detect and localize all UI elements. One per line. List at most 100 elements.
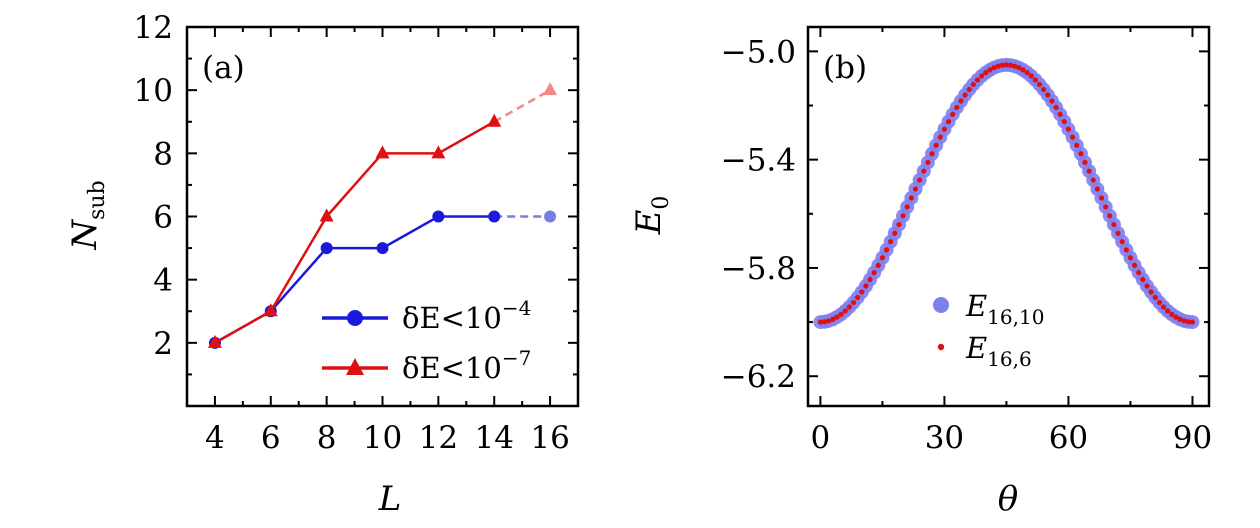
b-point-e16-6 xyxy=(1086,168,1092,174)
legend-red-marker xyxy=(346,358,364,375)
a-data-point xyxy=(488,210,501,223)
legend-e16-10-label: E16,10 xyxy=(965,289,1044,329)
a-data-point xyxy=(263,303,278,317)
b-point-e16-6 xyxy=(830,316,836,322)
b-point-e16-6 xyxy=(863,283,869,289)
b-point-e16-6 xyxy=(983,70,989,76)
legend-blue-label: δE<10−4 xyxy=(402,296,531,335)
b-ytick-label: −6.2 xyxy=(721,359,796,395)
b-ytick-label: −5.8 xyxy=(721,251,796,287)
legend-red-label: δE<10−7 xyxy=(402,346,531,385)
legend-entry-e16-10: E16,10 xyxy=(933,289,1044,329)
a-extrapolated-point xyxy=(544,210,557,223)
b-point-e16-6 xyxy=(888,239,894,245)
panel-b-frame xyxy=(806,25,1211,408)
b-point-e16-6 xyxy=(1094,186,1100,192)
b-point-e16-6 xyxy=(859,289,865,295)
a-xtick-label: 4 xyxy=(205,420,225,456)
b-point-e16-6 xyxy=(875,262,881,268)
b-point-e16-6 xyxy=(1185,319,1191,325)
a-ytick-label: 6 xyxy=(153,200,173,236)
b-point-e16-6 xyxy=(1165,308,1171,314)
b-point-e16-6 xyxy=(1049,98,1055,104)
b-point-e16-6 xyxy=(1061,118,1067,125)
b-point-e16-6 xyxy=(1065,126,1072,132)
b-point-e16-6 xyxy=(974,77,981,83)
svg-text:Nsub: Nsub xyxy=(65,180,110,250)
b-point-e16-6 xyxy=(1103,204,1109,210)
legend-blue-marker xyxy=(347,310,363,326)
a-data-point xyxy=(431,145,446,159)
b-point-e16-6 xyxy=(850,299,857,306)
b-point-e16-6 xyxy=(925,159,931,165)
b-point-e16-6 xyxy=(896,221,902,228)
b-point-e16-6 xyxy=(1036,81,1043,88)
b-point-e16-6 xyxy=(871,270,877,276)
panel-a-label: (a) xyxy=(202,50,245,86)
b-point-e16-6 xyxy=(1136,270,1142,276)
b-point-e16-6 xyxy=(917,177,923,183)
svg-text:E0: E0 xyxy=(629,196,674,236)
panel-a-legend: δE<10−4 δE<10−7 xyxy=(322,296,531,385)
b-point-e16-6 xyxy=(1181,318,1187,324)
a-data-point xyxy=(207,334,222,348)
b-point-e16-6 xyxy=(838,311,844,317)
b-point-e16-6 xyxy=(1177,316,1183,322)
a-data-point xyxy=(320,242,333,255)
b-point-e16-6 xyxy=(1024,70,1030,76)
panel-b-ticks: 0 30 60 90 −5.0 −5.4 −5.8 −6.2 xyxy=(721,27,1212,456)
b-point-e16-6 xyxy=(995,63,1001,69)
a-series-line xyxy=(214,120,495,344)
a-xtick-label: 8 xyxy=(317,420,337,456)
b-point-e16-6 xyxy=(1107,213,1113,219)
a-xtick-label: 14 xyxy=(474,420,513,456)
b-point-e16-6 xyxy=(1115,230,1121,236)
b-point-e16-6 xyxy=(1156,299,1162,306)
b-point-e16-6 xyxy=(867,276,873,283)
b-point-e16-6 xyxy=(1041,86,1047,93)
legend-e16-6-label: E16,6 xyxy=(965,331,1032,371)
b-point-e16-6 xyxy=(1144,283,1150,289)
b-point-e16-6 xyxy=(970,81,976,88)
b-point-e16-6 xyxy=(1173,314,1179,320)
b-point-e16-6 xyxy=(834,314,840,320)
b-point-e16-6 xyxy=(966,86,972,93)
b-point-e16-6 xyxy=(892,230,898,236)
legend-entry-red: δE<10−7 xyxy=(322,346,531,385)
a-ytick-label: 8 xyxy=(153,136,173,172)
panel-b-ylabel: E0 xyxy=(629,196,674,236)
a-ytick-label: 2 xyxy=(153,326,173,362)
a-data-point xyxy=(375,145,390,159)
b-point-e16-6 xyxy=(921,168,927,174)
b-point-e16-6 xyxy=(842,308,848,314)
a-data-point xyxy=(376,242,389,255)
b-point-e16-6 xyxy=(1032,77,1038,83)
b-point-e16-6 xyxy=(904,204,910,210)
b-point-e16-6 xyxy=(979,73,985,79)
b-point-e16-6 xyxy=(1069,134,1076,140)
b-point-e16-6 xyxy=(908,195,914,201)
b-point-e16-6 xyxy=(958,98,964,104)
b-point-e16-6 xyxy=(1074,142,1080,148)
b-point-e16-6 xyxy=(1082,159,1088,165)
panel-b-xlabel: θ xyxy=(998,479,1018,519)
b-point-e16-6 xyxy=(1045,92,1051,98)
a-data-point xyxy=(487,113,502,127)
b-point-e16-6 xyxy=(1152,294,1158,301)
a-xtick-label: 16 xyxy=(530,420,569,456)
a-xtick-label: 12 xyxy=(419,420,458,456)
b-point-e16-6 xyxy=(1020,67,1026,73)
b-point-e16-6 xyxy=(1169,311,1175,317)
b-point-e16-6 xyxy=(900,213,906,219)
a-ytick-label: 12 xyxy=(134,10,173,46)
b-ytick-label: −5.4 xyxy=(721,143,796,179)
b-point-e16-6 xyxy=(1053,104,1059,111)
b-point-e16-6 xyxy=(1140,276,1146,283)
b-point-e16-6 xyxy=(962,92,968,98)
legend-e16-6-marker xyxy=(937,343,945,351)
b-point-e16-6 xyxy=(1119,239,1125,245)
b-point-e16-6 xyxy=(1131,262,1138,268)
b-point-e16-6 xyxy=(846,304,852,310)
